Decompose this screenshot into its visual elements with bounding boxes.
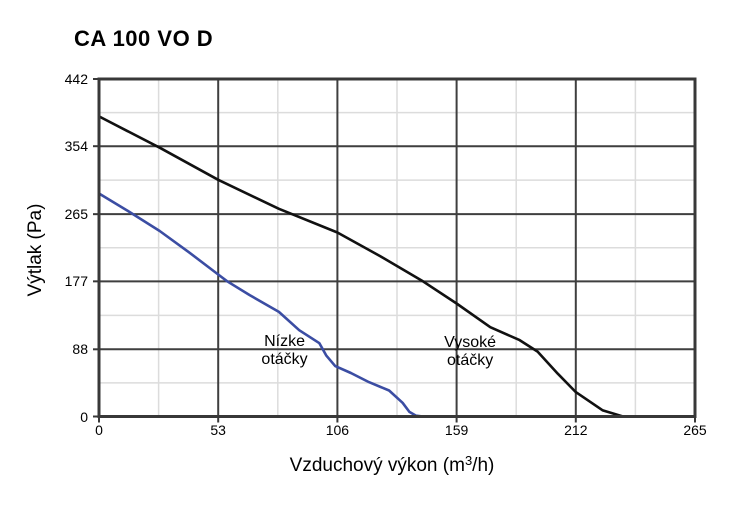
x-tick-label: 212	[564, 422, 588, 438]
y-axis-title: Výtlak (Pa)	[25, 203, 46, 297]
high-speed-curve-label: Vysoké otáčky	[444, 333, 497, 369]
y-tick-label: 354	[64, 138, 88, 155]
x-axis-title-suffix: /h)	[472, 455, 495, 476]
y-tick-label: 265	[64, 206, 88, 223]
x-axis-title: Vzduchový výkon (m3/h)	[290, 453, 495, 477]
y-tick-label: 0	[80, 408, 88, 425]
x-tick-label: 106	[325, 422, 350, 438]
y-tick-label: 442	[64, 71, 88, 87]
x-tick-label: 0	[95, 422, 103, 438]
x-tick-label: 265	[683, 422, 707, 438]
chart-title: CA 100 VO D	[74, 26, 214, 51]
x-tick-label: 159	[444, 422, 469, 438]
x-axis-title-superscript: 3	[464, 453, 473, 468]
y-tick-label: 88	[72, 341, 88, 358]
y-tick-label: 177	[64, 273, 88, 290]
low-speed-curve-label: Nízke otáčky	[261, 332, 308, 368]
x-axis-title-prefix: Vzduchový výkon (m	[289, 455, 465, 476]
x-tick-label: 53	[210, 422, 226, 438]
